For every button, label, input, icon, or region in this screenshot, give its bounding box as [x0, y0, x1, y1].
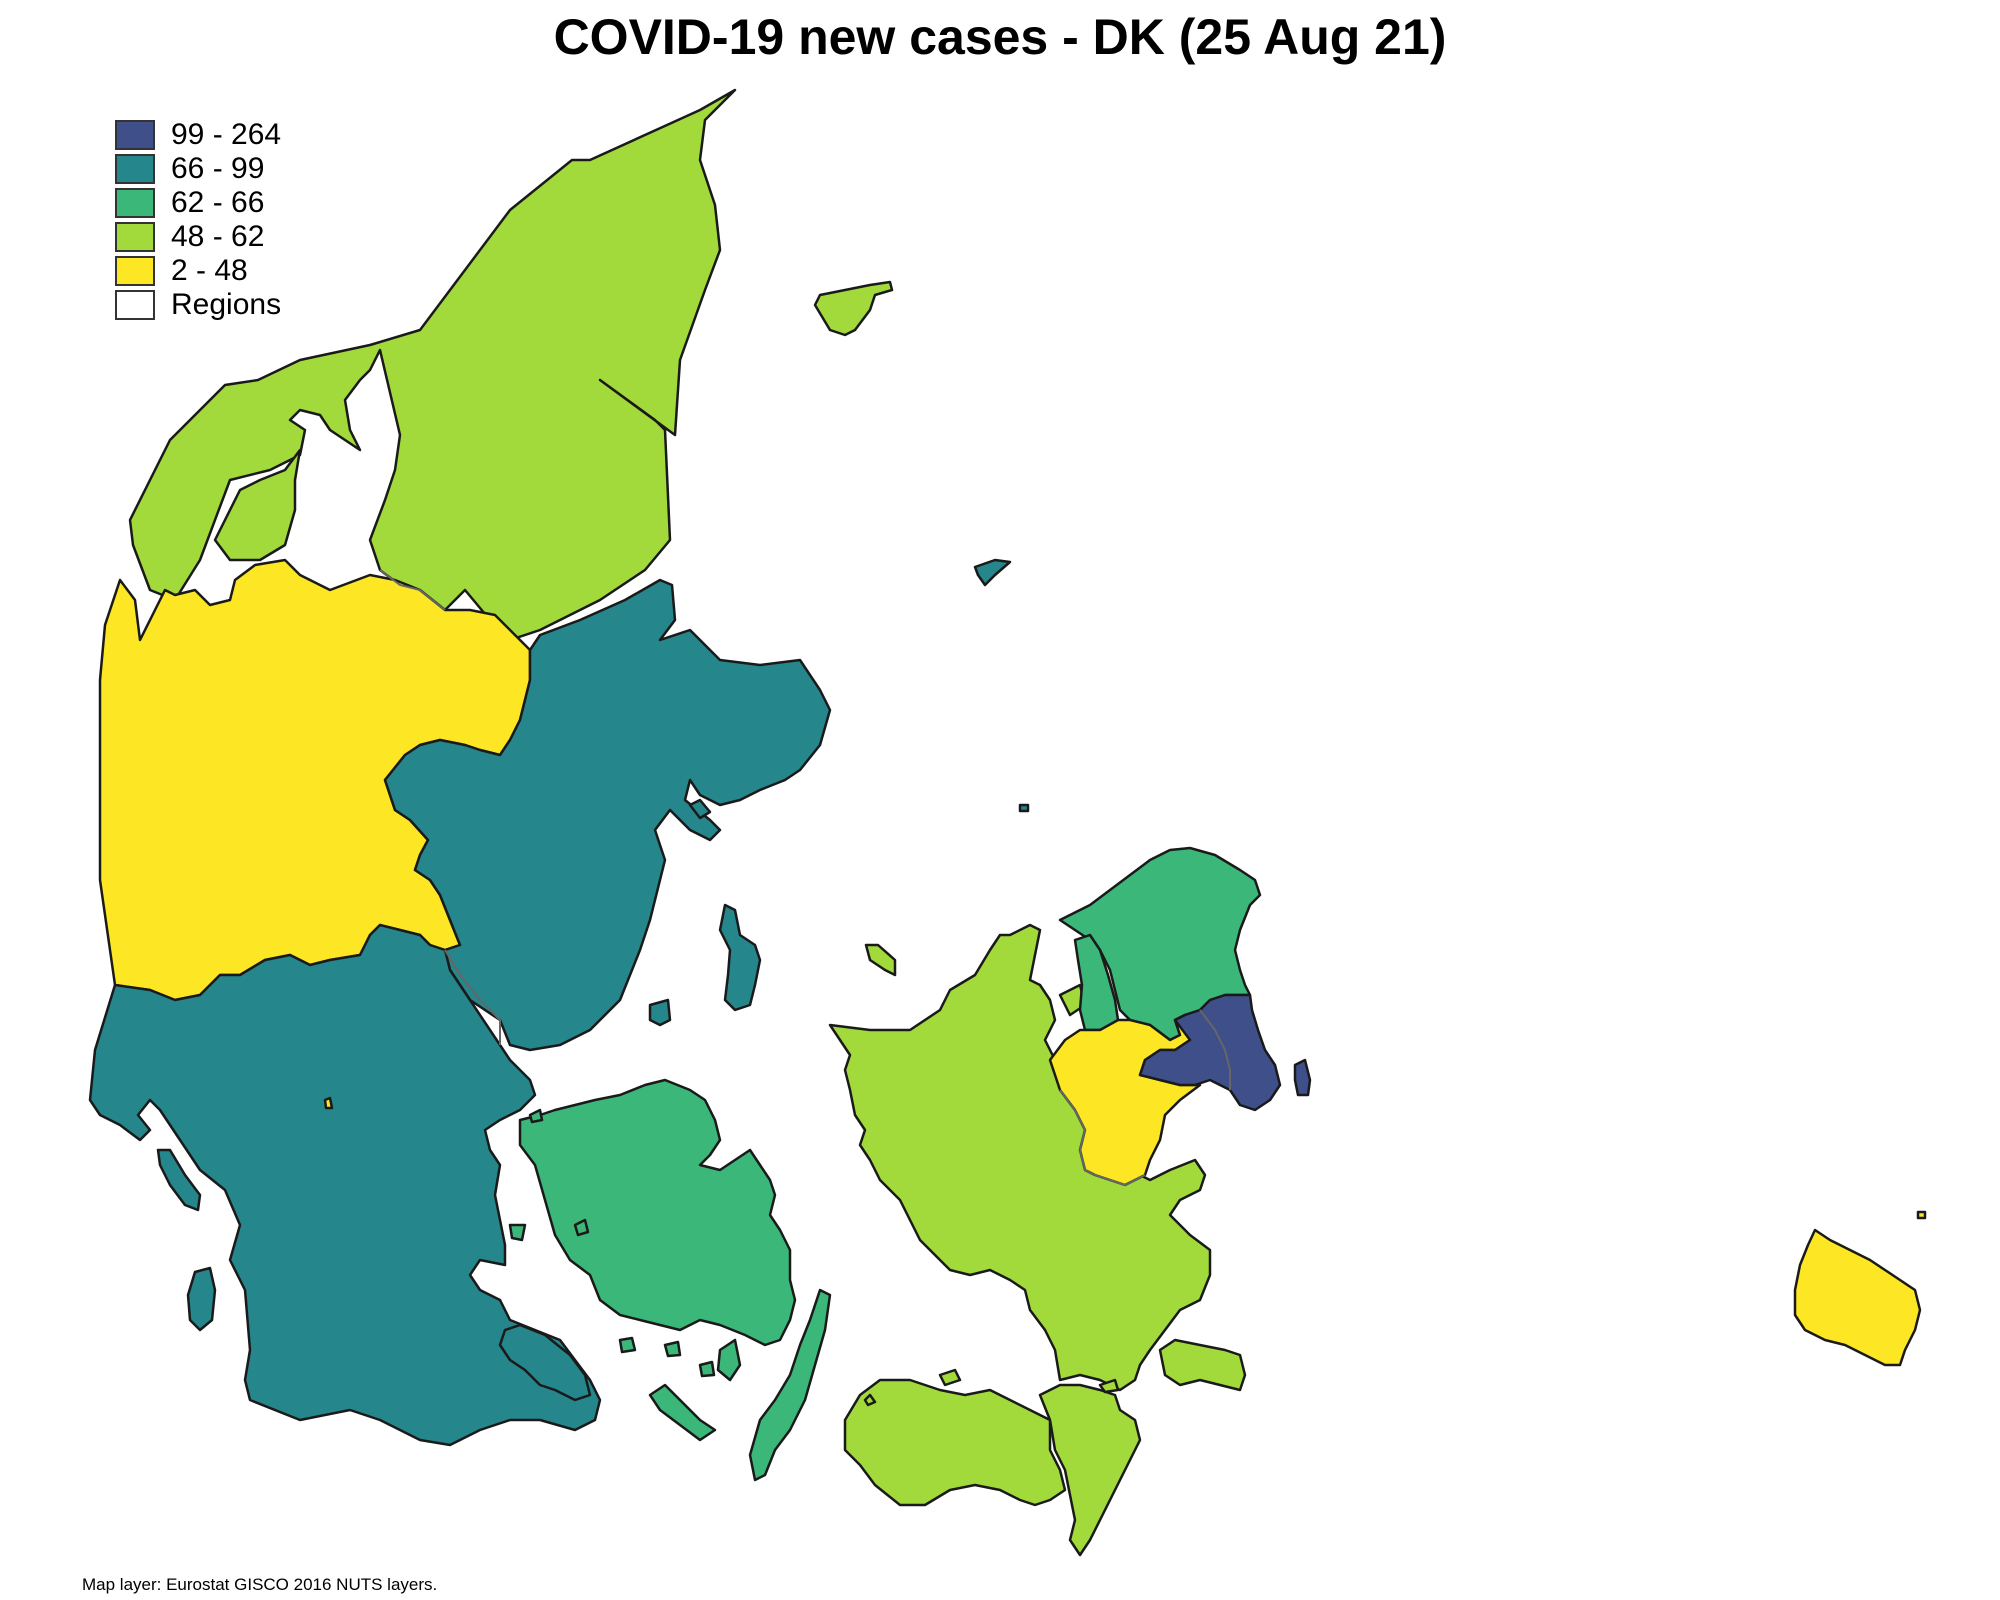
island-bornholm[interactable]	[1793, 1228, 1922, 1367]
region-north-jutland[interactable]	[128, 88, 737, 642]
legend-label: 62 - 66	[171, 186, 265, 219]
legend-item: 62 - 66	[115, 186, 281, 220]
legend-item: Regions	[115, 288, 281, 322]
region-funen[interactable]	[518, 1078, 797, 1347]
source-note: Map layer: Eurostat GISCO 2016 NUTS laye…	[82, 1575, 438, 1594]
legend-swatch	[115, 188, 155, 218]
region-east-jutland[interactable]	[383, 578, 832, 1052]
legend-label: 2 - 48	[171, 254, 248, 287]
legend-swatch	[115, 256, 155, 286]
map-title: COVID-19 new cases - DK (25 Aug 21)	[553, 9, 1447, 65]
legend-swatch	[115, 120, 155, 150]
legend-label: 99 - 264	[171, 118, 282, 151]
region-south-jutland[interactable]	[88, 923, 602, 1447]
map-legend: 99 - 264 66 - 99 62 - 66 48 - 62 2 - 48 …	[115, 118, 281, 322]
legend-item: 66 - 99	[115, 152, 281, 186]
legend-item: 2 - 48	[115, 254, 281, 288]
island-laeso[interactable]	[813, 280, 894, 337]
region-zealand[interactable]	[828, 923, 1212, 1392]
region-north-zealand[interactable]	[1058, 846, 1262, 1042]
legend-swatch	[115, 222, 155, 252]
legend-label: 48 - 62	[171, 220, 265, 253]
legend-swatch	[115, 154, 155, 184]
legend-item: 48 - 62	[115, 220, 281, 254]
island-langeland[interactable]	[748, 1288, 832, 1482]
region-copenhagen[interactable]	[1138, 993, 1282, 1112]
legend-label: Regions	[171, 288, 282, 321]
island-lolland[interactable]	[843, 1378, 1067, 1507]
legend-swatch	[115, 290, 155, 320]
legend-label: 66 - 99	[171, 152, 265, 185]
legend-item: 99 - 264	[115, 118, 281, 152]
